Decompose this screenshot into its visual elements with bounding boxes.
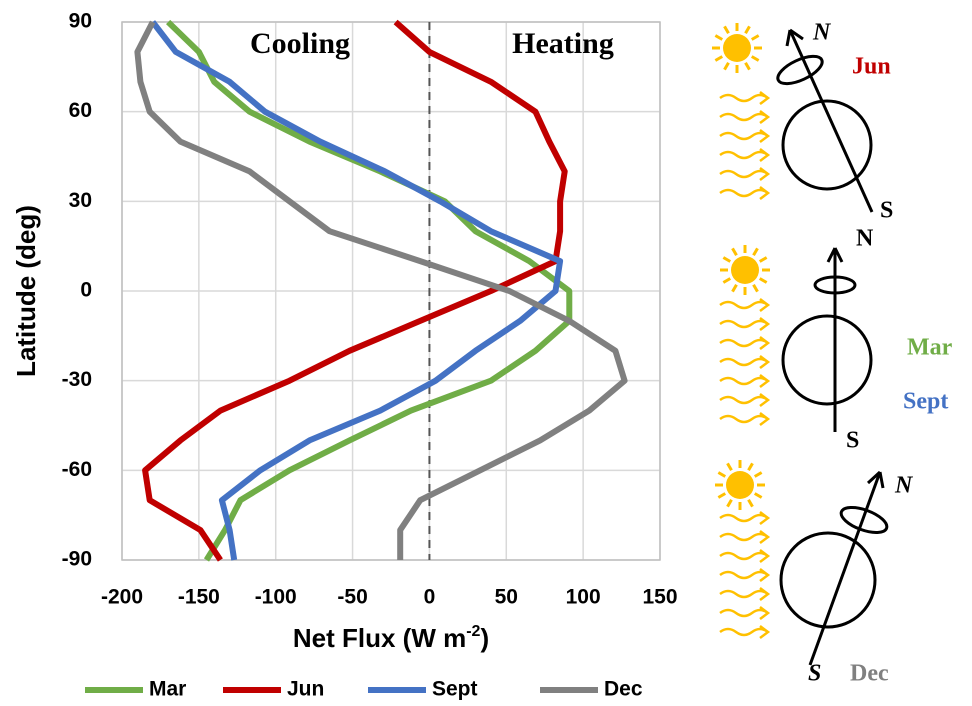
x-axis-title-part: Net Flux (W m xyxy=(293,623,466,653)
y-tick-label: -30 xyxy=(62,368,92,391)
sun-ray xyxy=(733,248,737,255)
sunlight-arrow xyxy=(720,512,768,524)
sun-ray xyxy=(749,500,753,507)
x-tick-label: 150 xyxy=(642,586,677,609)
sunlight-arrow xyxy=(720,531,768,543)
pole-label: N xyxy=(894,473,914,499)
sun-ray xyxy=(728,463,732,470)
y-axis-title: Latitude (deg) xyxy=(11,205,41,377)
sun xyxy=(723,34,751,62)
x-tick-label: 0 xyxy=(424,586,436,609)
sunlight-arrow xyxy=(720,337,768,349)
y-tick-label: 60 xyxy=(69,99,92,122)
annotation: Heating xyxy=(512,27,614,60)
sunlight-arrow xyxy=(720,569,768,581)
sunlight-arrow xyxy=(720,356,768,368)
sun-ray xyxy=(760,279,767,283)
legend-label: Mar xyxy=(149,678,186,701)
sun-ray xyxy=(715,57,722,61)
chart: -200 -150 -100 -50 0 50 100 150 -90 -60 -30 0 30 60 90… xyxy=(11,10,678,701)
month-label: Dec xyxy=(850,661,889,687)
sunlight-arrow xyxy=(720,92,768,104)
sunlight-arrow xyxy=(720,375,768,387)
sun-ray xyxy=(718,494,725,498)
sunlight-arrow xyxy=(720,168,768,180)
figure: -200 -150 -100 -50 0 50 100 150 -90 -60 -30 0 30 60 90… xyxy=(0,0,972,706)
month-label: Sept xyxy=(903,389,948,415)
sun xyxy=(731,256,759,284)
pole-label: N xyxy=(812,20,832,46)
sun-ray xyxy=(746,26,750,33)
month-label: Mar xyxy=(907,335,953,361)
earth-axis xyxy=(810,472,880,665)
sun-ray xyxy=(725,26,729,33)
x-tick-label: -100 xyxy=(255,586,297,609)
x-axis-title: Net Flux (W m-2) xyxy=(293,623,489,653)
sunlight-arrow xyxy=(720,318,768,330)
sunlight-arrow xyxy=(720,413,768,425)
x-axis-title-part: -2 xyxy=(466,623,480,640)
sunlight-arrow xyxy=(720,130,768,142)
sunlight-arrow xyxy=(720,394,768,406)
sun-ray xyxy=(752,57,759,61)
sun-ray xyxy=(754,285,758,292)
x-axis-title-part: ) xyxy=(480,623,489,653)
sunlight-arrow xyxy=(720,607,768,619)
rotation xyxy=(774,51,826,89)
orbit-diagram xyxy=(712,23,890,665)
sun-ray xyxy=(715,36,722,40)
y-tick-label: 90 xyxy=(69,10,92,33)
sun-ray xyxy=(723,258,730,262)
sunlight-arrow xyxy=(720,111,768,123)
sun-ray xyxy=(754,248,758,255)
y-tick-label: -90 xyxy=(62,548,92,571)
x-tick-label: 100 xyxy=(566,586,601,609)
sun-ray xyxy=(746,63,750,70)
sun-ray xyxy=(752,36,759,40)
sunlight-arrow xyxy=(720,187,768,199)
sunlight-arrow xyxy=(720,550,768,562)
sun-ray xyxy=(749,463,753,470)
pole-label: S xyxy=(846,428,859,454)
sun-ray xyxy=(755,494,762,498)
legend-label: Dec xyxy=(604,678,643,701)
pole-label: N xyxy=(856,226,874,252)
sun-ray xyxy=(755,473,762,477)
sun-ray xyxy=(728,500,732,507)
x-tick-label: -200 xyxy=(101,586,143,609)
pole-label: S xyxy=(808,661,821,687)
y-tick-label: 0 xyxy=(80,279,92,302)
sunlight-arrow xyxy=(720,626,768,638)
sun-ray xyxy=(718,473,725,477)
annotation: Cooling xyxy=(250,27,350,60)
earth xyxy=(783,316,871,404)
sun-ray xyxy=(733,285,737,292)
pole-label: S xyxy=(880,198,893,224)
sunlight-arrow xyxy=(720,149,768,161)
y-tick-label: 30 xyxy=(69,189,92,212)
x-tick-label: 50 xyxy=(495,586,518,609)
sun-ray xyxy=(725,63,729,70)
sunlight-arrow xyxy=(720,299,768,311)
y-tick-label: -60 xyxy=(62,458,92,481)
legend-label: Jun xyxy=(287,678,324,701)
month-label: Jun xyxy=(852,54,891,80)
sunlight-arrow xyxy=(720,588,768,600)
legend-label: Sept xyxy=(432,678,478,701)
sun-ray xyxy=(760,258,767,262)
x-tick-label: -150 xyxy=(178,586,220,609)
sun xyxy=(726,471,754,499)
x-tick-label: -50 xyxy=(337,586,367,609)
sun-ray xyxy=(723,279,730,283)
